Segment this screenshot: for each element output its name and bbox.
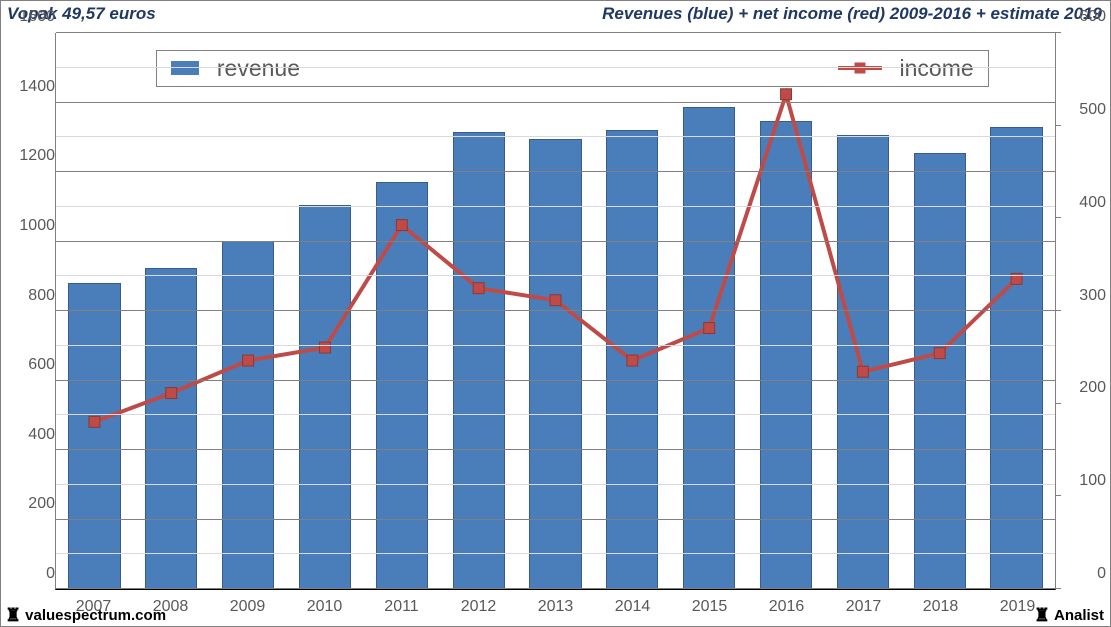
grid-minor xyxy=(56,136,1055,137)
y-right-tick-label: 0 xyxy=(1056,566,1106,582)
x-tick-label: 2016 xyxy=(769,598,805,616)
y-left-tick-label: 1200 xyxy=(5,148,55,164)
bar xyxy=(453,132,505,589)
rook-icon: ♜ xyxy=(5,606,21,624)
x-tick-label: 2017 xyxy=(846,598,882,616)
x-axis-labels: 2007200820092010201120122013201420152016… xyxy=(55,594,1056,616)
y-right-tick-label: 200 xyxy=(1056,380,1106,396)
x-tick-label: 2009 xyxy=(230,598,266,616)
y-left-tick-label: 1000 xyxy=(5,218,55,234)
legend: revenue income xyxy=(156,50,989,87)
y-right-tick-label: 500 xyxy=(1056,102,1106,118)
y-left-tick-label: 1600 xyxy=(5,9,55,25)
y-left-tick-label: 800 xyxy=(5,288,55,304)
legend-label-revenue: revenue xyxy=(217,55,300,82)
plot-area: revenue income xyxy=(55,33,1056,590)
bar xyxy=(299,205,351,589)
grid-major xyxy=(56,102,1055,103)
y-right-axis-labels: 0100200300400500600 xyxy=(1056,33,1106,590)
bar xyxy=(683,107,735,589)
y-right-tick-label: 600 xyxy=(1056,9,1106,25)
y-right-tick xyxy=(1055,125,1061,126)
footer-left: ♜ valuespectrum.com xyxy=(5,606,166,624)
legend-swatch-revenue xyxy=(171,61,199,75)
legend-label-income: income xyxy=(900,55,974,82)
x-tick-label: 2014 xyxy=(615,598,651,616)
grid-major xyxy=(56,449,1055,450)
bar-series xyxy=(56,33,1055,589)
grid-major xyxy=(56,32,1055,33)
y-right-tick xyxy=(1055,403,1061,404)
y-right-tick xyxy=(1055,495,1061,496)
x-tick-label: 2019 xyxy=(1000,598,1036,616)
grid-minor xyxy=(56,67,1055,68)
legend-marker-icon xyxy=(854,63,865,74)
grid-minor xyxy=(56,484,1055,485)
y-left-tick-label: 400 xyxy=(5,427,55,443)
grid-major xyxy=(56,380,1055,381)
bar xyxy=(837,135,889,589)
grid-minor xyxy=(56,553,1055,554)
grid-major xyxy=(56,588,1055,589)
footer-right: ♜ Analist xyxy=(1034,606,1104,624)
bar xyxy=(376,182,428,589)
x-tick-label: 2018 xyxy=(923,598,959,616)
grid-major xyxy=(56,519,1055,520)
y-right-tick-label: 400 xyxy=(1056,195,1106,211)
chart-container: Vopak 49,57 euros Revenues (blue) + net … xyxy=(0,0,1111,627)
bar xyxy=(145,268,197,589)
plot-outer: revenue income xyxy=(55,33,1056,590)
x-tick-label: 2015 xyxy=(692,598,728,616)
x-tick-label: 2010 xyxy=(307,598,343,616)
header-right: Revenues (blue) + net income (red) 2009-… xyxy=(602,4,1102,24)
y-left-tick-label: 1400 xyxy=(5,79,55,95)
bar xyxy=(606,130,658,589)
grid-minor xyxy=(56,206,1055,207)
y-left-tick-label: 600 xyxy=(5,357,55,373)
y-right-tick-label: 100 xyxy=(1056,473,1106,489)
footer-right-text: Analist xyxy=(1054,607,1104,624)
grid-minor xyxy=(56,275,1055,276)
y-right-tick xyxy=(1055,588,1061,589)
bar xyxy=(68,283,120,589)
y-left-tick-label: 0 xyxy=(5,566,55,582)
y-right-tick xyxy=(1055,217,1061,218)
legend-swatch-income xyxy=(838,59,882,77)
x-tick-label: 2013 xyxy=(538,598,574,616)
chart-header: Vopak 49,57 euros Revenues (blue) + net … xyxy=(1,1,1110,27)
grid-major xyxy=(56,241,1055,242)
x-tick-label: 2011 xyxy=(384,598,418,616)
y-right-tick xyxy=(1055,310,1061,311)
bar xyxy=(914,153,966,589)
y-right-tick xyxy=(1055,32,1061,33)
footer-left-text: valuespectrum.com xyxy=(25,607,166,624)
bar xyxy=(990,127,1042,589)
x-tick-label: 2012 xyxy=(461,598,497,616)
y-left-tick-label: 200 xyxy=(5,496,55,512)
rook-icon: ♜ xyxy=(1034,606,1050,624)
grid-major xyxy=(56,171,1055,172)
grid-minor xyxy=(56,414,1055,415)
grid-minor xyxy=(56,345,1055,346)
y-left-axis-labels: 02004006008001000120014001600 xyxy=(5,33,55,590)
y-right-tick-label: 300 xyxy=(1056,288,1106,304)
grid-major xyxy=(56,310,1055,311)
